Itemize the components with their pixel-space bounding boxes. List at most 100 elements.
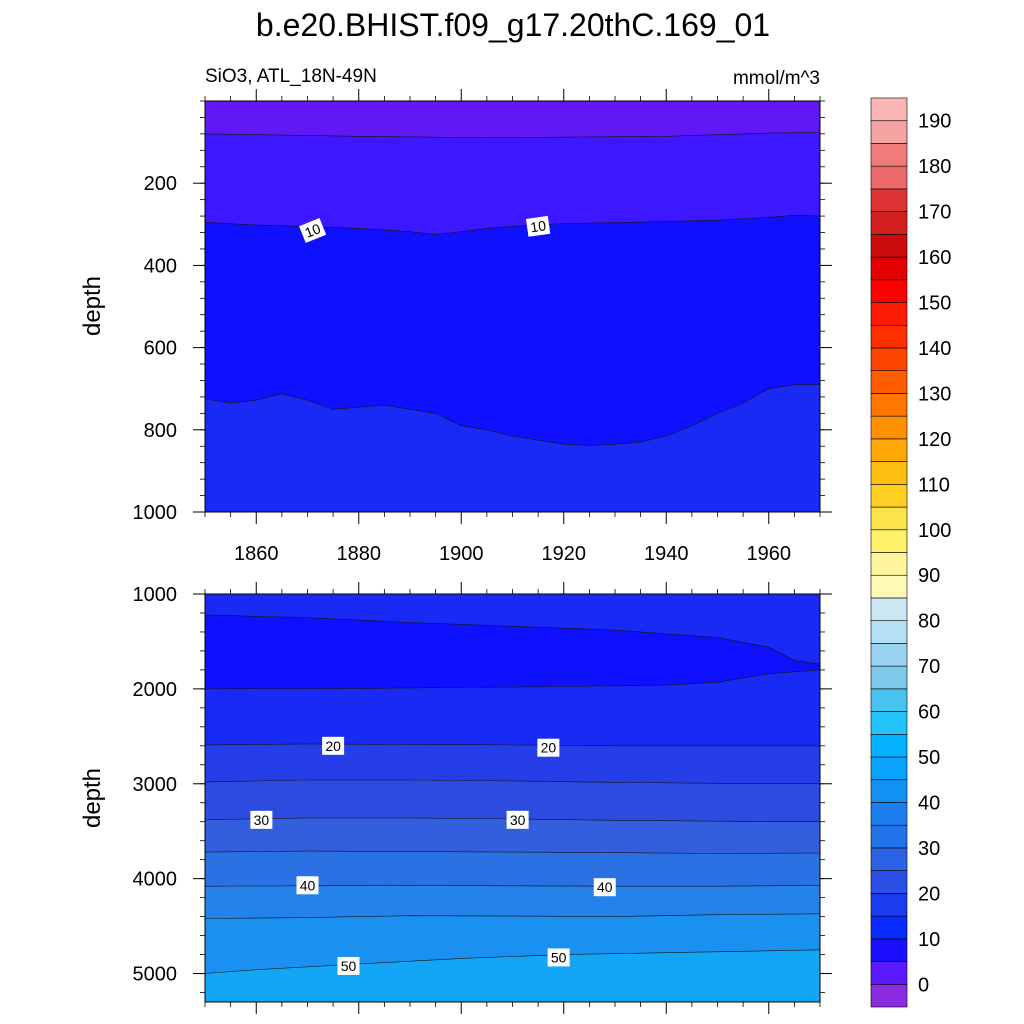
colorbar-swatch <box>870 302 908 326</box>
colorbar-tick-label: 20 <box>918 883 940 905</box>
colorbar-swatch <box>870 802 908 826</box>
contour-line <box>204 669 821 690</box>
contour-label: 20 <box>322 736 345 755</box>
colorbar-swatch <box>870 370 908 394</box>
colorbar-swatch <box>870 733 908 758</box>
y-tick-label: 4000 <box>133 869 178 891</box>
contour-fill-band <box>205 594 820 665</box>
colorbar-swatch <box>870 461 908 485</box>
colorbar-swatch <box>870 211 908 235</box>
colorbar-tick-label: 40 <box>918 792 940 814</box>
contour-fill-band <box>205 949 820 1002</box>
lower-axis-ticks: 1000 2000 3000 4000 5000 <box>133 582 832 1014</box>
chart-title: b.e20.BHIST.f09_g17.20thC.169_01 <box>256 7 770 43</box>
lower-contour-fills <box>205 594 820 1002</box>
upper-subtitle-right: mmol/m^3 <box>733 68 820 89</box>
y-tick-label: 200 <box>144 173 177 195</box>
colorbar-tick-label: 160 <box>918 247 951 269</box>
colorbar-tick-label: 130 <box>918 383 951 405</box>
upper-contour-labels: 10 10 <box>299 215 551 243</box>
colorbar-swatch <box>870 279 908 303</box>
colorbar-swatch <box>870 597 908 621</box>
colorbar-tick-label: 180 <box>918 156 951 178</box>
colorbar-tick-label: 140 <box>918 338 951 360</box>
colorbar-tick-label: 70 <box>918 656 940 678</box>
contour-label: 10 <box>299 217 327 243</box>
svg-text:40: 40 <box>597 879 613 895</box>
y-tick-label: 2000 <box>133 679 178 701</box>
colorbar-swatch <box>870 915 908 940</box>
colorbar-swatch <box>870 665 908 690</box>
lower-panel: depth 20 20 30 30 40 40 50 50 1000 2000 3000 4000 5… <box>79 582 832 1014</box>
colorbar-swatch <box>870 938 908 962</box>
svg-text:10: 10 <box>529 217 547 235</box>
contour-fill-band <box>205 817 820 854</box>
contour-line <box>204 132 821 138</box>
colorbar-swatch <box>870 711 908 735</box>
contour-fill-band <box>205 614 820 689</box>
upper-panel: SiO3, ATL_18N-49N mmol/m^3 depth 10 10 20… <box>79 66 832 565</box>
contour-fill-band <box>205 851 820 887</box>
contour-line <box>204 743 820 747</box>
contour-label: 30 <box>250 810 273 829</box>
colorbar-swatch <box>870 574 908 599</box>
colorbar-swatch <box>870 256 908 281</box>
colorbar-tick-label: 150 <box>918 293 951 315</box>
contour-label: 20 <box>537 738 560 757</box>
contour-label: 10 <box>525 215 551 237</box>
contour-line <box>204 614 821 665</box>
upper-ylabel: depth <box>79 276 106 336</box>
contour-line <box>204 913 821 919</box>
lower-contour-labels: 20 20 30 30 40 40 50 50 <box>250 736 616 975</box>
contour-fill-band <box>205 132 820 235</box>
colorbar-tick-label: 110 <box>918 474 950 496</box>
colorbar-swatch <box>870 779 908 803</box>
y-tick-label: 400 <box>144 255 177 277</box>
svg-text:50: 50 <box>341 958 357 974</box>
upper-subtitle-left: SiO3, ATL_18N-49N <box>205 66 377 87</box>
contour-line <box>204 779 820 784</box>
contour-fill-band <box>205 780 820 822</box>
contour-line <box>204 364 821 446</box>
colorbar-swatch <box>870 484 908 508</box>
contour-label: 50 <box>337 956 360 975</box>
y-tick-label: 3000 <box>133 774 178 796</box>
colorbar-swatch <box>870 97 908 122</box>
upper-axis-ticks: 200 400 600 800 1000 1860 1880 1900 1920 1940 1960 <box>133 89 832 565</box>
colorbar-swatch <box>870 893 908 917</box>
colorbar-tick-label: 60 <box>918 702 940 724</box>
svg-text:40: 40 <box>300 877 316 893</box>
colorbar-swatch <box>870 120 908 144</box>
colorbar-tick-label: 10 <box>918 929 940 951</box>
colorbar-swatch <box>870 415 908 440</box>
x-tick-label: 1860 <box>234 543 279 565</box>
y-tick-label: 600 <box>144 338 177 360</box>
colorbar-swatch <box>870 643 908 667</box>
colorbar-tick-label: 80 <box>918 611 940 633</box>
contour-line <box>204 214 821 235</box>
colorbar-swatch <box>870 165 908 190</box>
lower-ylabel: depth <box>79 768 106 828</box>
colorbar-tick-label: 100 <box>918 520 951 542</box>
svg-text:30: 30 <box>510 812 526 828</box>
y-tick-label: 5000 <box>133 964 178 986</box>
contour-line <box>204 949 821 974</box>
colorbar-swatch <box>870 983 908 1008</box>
contour-label: 40 <box>593 878 616 897</box>
colorbar-tick-label: 30 <box>918 838 940 860</box>
colorbar-swatch <box>870 234 908 258</box>
x-tick-label: 1940 <box>644 543 689 565</box>
colorbar-swatch <box>870 188 908 212</box>
colorbar-swatch <box>870 529 908 553</box>
colorbar-tick-label: 50 <box>918 747 940 769</box>
colorbar-swatch <box>870 552 908 576</box>
x-tick-label: 1900 <box>439 543 484 565</box>
contour-fill-band <box>205 669 820 746</box>
contour-label: 30 <box>506 810 529 829</box>
x-tick-label: 1920 <box>542 543 587 565</box>
colorbar-swatch <box>870 870 908 894</box>
colorbar-swatch <box>870 324 908 349</box>
colorbar-swatch <box>870 961 908 985</box>
colorbar-tick-label: 90 <box>918 565 940 587</box>
colorbar-tick-label: 190 <box>918 111 951 133</box>
